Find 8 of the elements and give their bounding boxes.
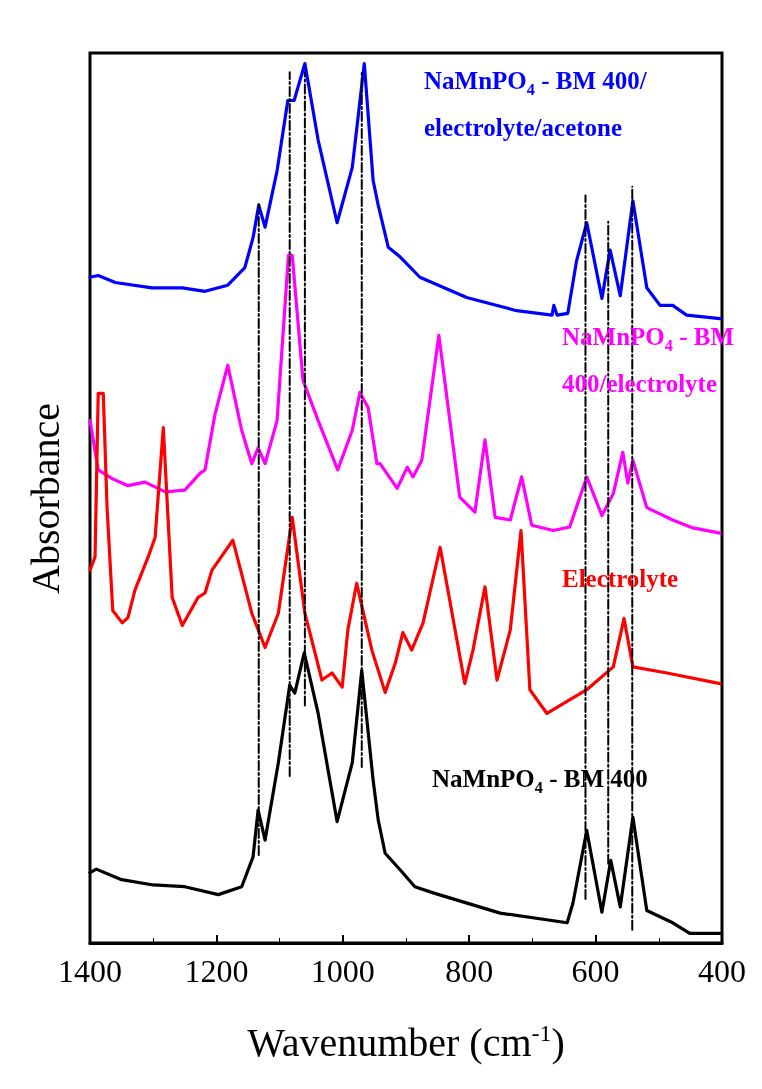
x-tick-label: 1200 bbox=[184, 953, 249, 989]
x-tick-label: 600 bbox=[571, 953, 620, 989]
x-tick-label: 800 bbox=[445, 953, 494, 989]
y-axis-title: Absorbance bbox=[22, 402, 69, 594]
x-tick-label: 1000 bbox=[310, 953, 375, 989]
text: NaMnPO$_{4}$ - BM 400/electrolyte/acetone bbox=[424, 66, 648, 143]
x-tick-label: 400 bbox=[698, 953, 746, 989]
x-tick-label: 1400 bbox=[58, 953, 122, 989]
